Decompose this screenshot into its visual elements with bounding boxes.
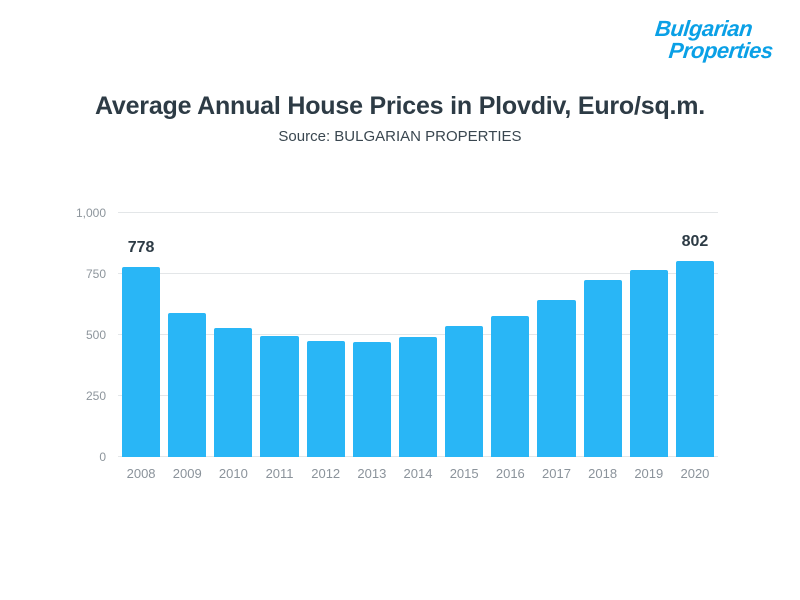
bar-2020: [675, 261, 715, 457]
bar-column: 802 2020: [672, 213, 718, 481]
logo-line1: Bulgarian: [654, 16, 754, 41]
bar-column: 2010: [210, 213, 256, 481]
x-tick-label: 2009: [172, 466, 202, 481]
plot-area: 0 250 500 750 1,000 778 2008 2009 2010 2011 2012 20…: [76, 206, 718, 481]
bar-2012: [306, 340, 345, 457]
bar-column: 2018: [580, 213, 626, 481]
x-tick-label: 2016: [495, 466, 525, 481]
bar-column: 2017: [533, 213, 579, 481]
x-tick-label: 2019: [634, 466, 664, 481]
bar-column: 2009: [164, 213, 210, 481]
y-tick-label: 750: [85, 267, 106, 281]
gridline: [118, 212, 718, 213]
bar-2018: [583, 280, 622, 457]
bar-2013: [352, 342, 391, 457]
bar-column: 2014: [395, 213, 441, 481]
logo-line2: Properties: [667, 38, 775, 64]
bar-2014: [398, 336, 438, 457]
y-tick-label: 0: [99, 450, 106, 464]
chart-subtitle: Source: BULGARIAN PROPERTIES: [278, 128, 522, 145]
x-tick-label: 2014: [403, 466, 433, 481]
y-tick-label: 500: [85, 328, 106, 342]
x-tick-label: 2017: [542, 466, 571, 481]
bar-column: 2016: [487, 213, 533, 481]
x-tick-label: 2012: [311, 466, 341, 481]
x-tick-label: 2020: [680, 466, 710, 481]
bar-column: 2015: [441, 213, 487, 481]
gridline: [118, 334, 718, 335]
bar-value-label: 778: [127, 239, 155, 257]
bar-column: 778 2008: [118, 213, 164, 481]
bar-2015: [445, 326, 484, 457]
bar-2016: [491, 316, 530, 457]
x-tick-label: 2015: [449, 466, 479, 481]
bar-2010: [214, 327, 253, 457]
x-tick-label: 2011: [265, 466, 294, 481]
gridline: [118, 273, 718, 274]
x-tick-label: 2013: [357, 466, 387, 481]
bar-value-label: 802: [681, 233, 709, 251]
x-tick-label: 2018: [588, 466, 618, 481]
bar-column: 2011: [256, 213, 302, 481]
bar-column: 2019: [626, 213, 672, 481]
bar-2017: [537, 300, 576, 457]
chart-title: Average Annual House Prices in Plovdiv, …: [94, 92, 706, 120]
x-tick-label: 2008: [126, 466, 156, 481]
bar-2009: [168, 313, 207, 457]
bulgarian-properties-logo: Bulgarian Properties: [652, 16, 777, 64]
bar-column: 2013: [349, 213, 395, 481]
bar-column: 2012: [303, 213, 349, 481]
bar-2008: [122, 267, 161, 457]
y-tick-label: 1,000: [75, 206, 106, 220]
bar-2019: [629, 269, 668, 457]
bar-2011: [260, 335, 299, 457]
x-tick-label: 2010: [218, 466, 248, 481]
y-tick-label: 250: [85, 389, 106, 403]
